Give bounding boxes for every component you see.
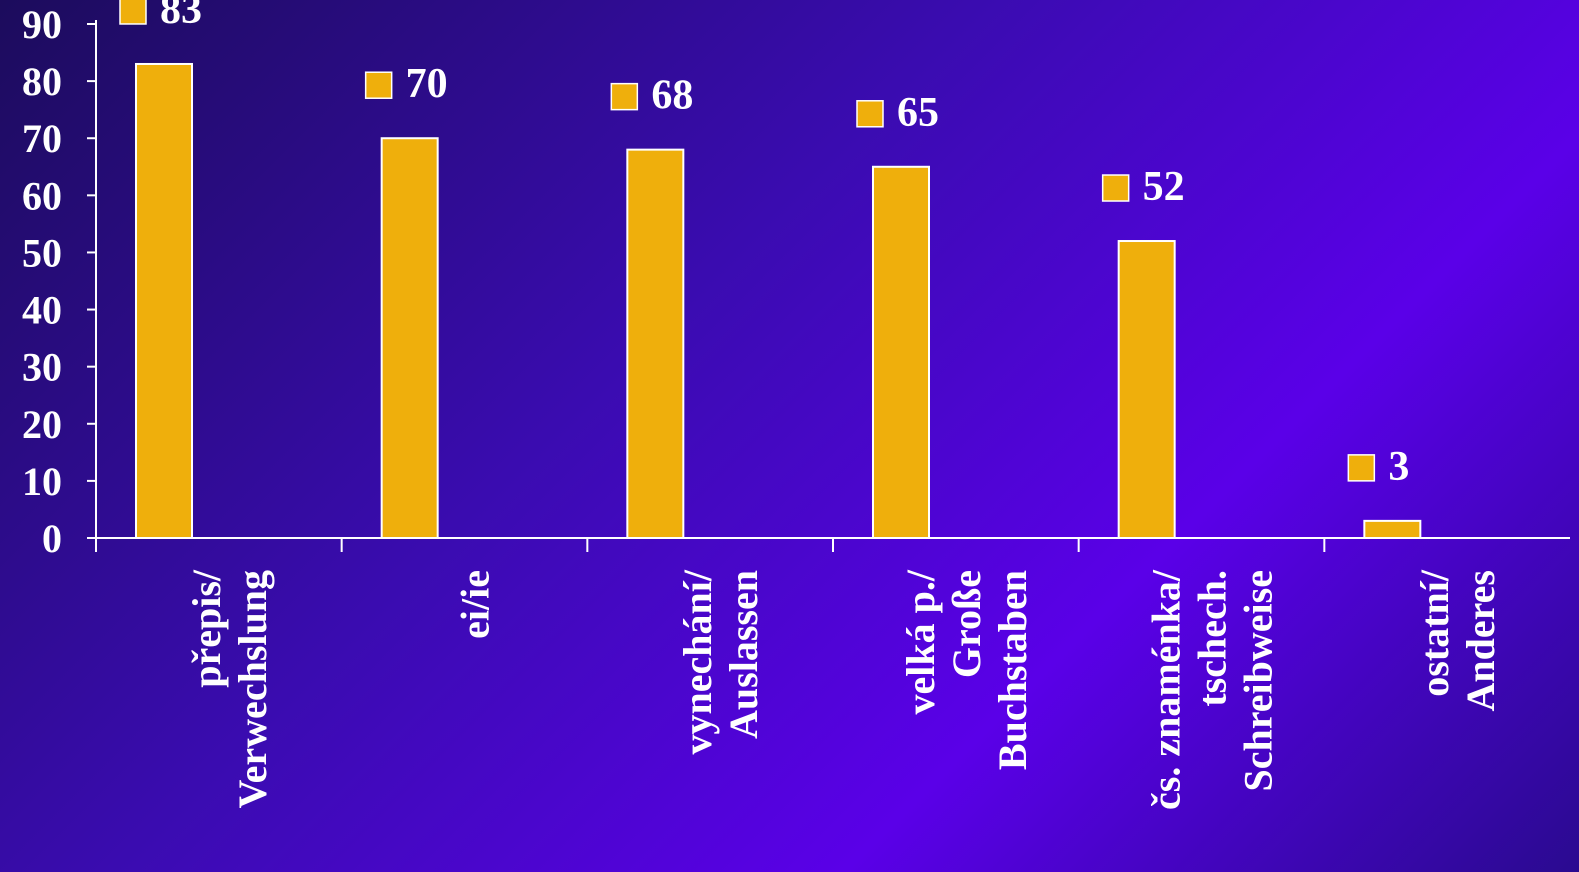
x-tick-label: vynechání/ <box>675 569 720 754</box>
y-tick-label: 70 <box>22 116 62 161</box>
y-tick-label: 30 <box>22 345 62 390</box>
bar <box>380 137 439 539</box>
x-tick-label: čs. znaménka/ <box>1144 569 1189 810</box>
data-label-marker <box>1347 454 1376 482</box>
y-tick-label: 0 <box>42 516 62 561</box>
x-tick-label: velká p./ <box>898 569 943 714</box>
x-tick-label: Verwechslung <box>230 570 275 809</box>
y-tick-label: 40 <box>22 288 62 333</box>
data-label: 83 <box>160 0 202 33</box>
y-tick-label: 60 <box>22 173 62 218</box>
x-tick-label: Auslassen <box>721 570 766 739</box>
axes: 0 10 20 30 40 50 60 70 80 90 <box>22 2 1570 561</box>
data-label: 52 <box>1143 164 1185 210</box>
y-tick-label: 10 <box>22 459 62 504</box>
data-label-marker <box>856 100 884 128</box>
data-label-marker <box>119 0 147 25</box>
x-tick-label: Anderes <box>1458 570 1503 711</box>
x-tick-label: tschech. <box>1190 570 1235 707</box>
y-tick-label: 50 <box>22 230 62 275</box>
bar <box>1117 240 1176 539</box>
bar <box>1363 519 1422 539</box>
data-label-marker <box>1101 174 1130 202</box>
data-label: 68 <box>651 73 693 119</box>
data-label: 3 <box>1388 444 1409 490</box>
bar <box>626 148 685 539</box>
x-tick-label: Schreibweise <box>1236 570 1281 791</box>
data-label: 65 <box>897 90 939 136</box>
bar <box>872 165 930 539</box>
bar <box>135 62 193 539</box>
x-tick-label: ei/ie <box>453 570 498 639</box>
x-tick-label: Buchstaben <box>990 570 1035 770</box>
bars <box>135 62 1422 539</box>
x-tick-label: ostatní/ <box>1412 569 1457 697</box>
y-tick-label: 80 <box>22 59 62 104</box>
x-tick-label: Große <box>944 570 989 678</box>
data-label: 70 <box>406 61 448 107</box>
data-label-marker <box>364 71 393 99</box>
x-tick-label: přepis/ <box>184 569 229 688</box>
labels: 83 přepis/Verwechslung 70 ei/ie 68 vynechání/… <box>119 0 1503 810</box>
y-tick-label: 90 <box>22 2 62 47</box>
data-label-marker <box>610 82 639 111</box>
y-tick-label: 20 <box>22 402 62 447</box>
